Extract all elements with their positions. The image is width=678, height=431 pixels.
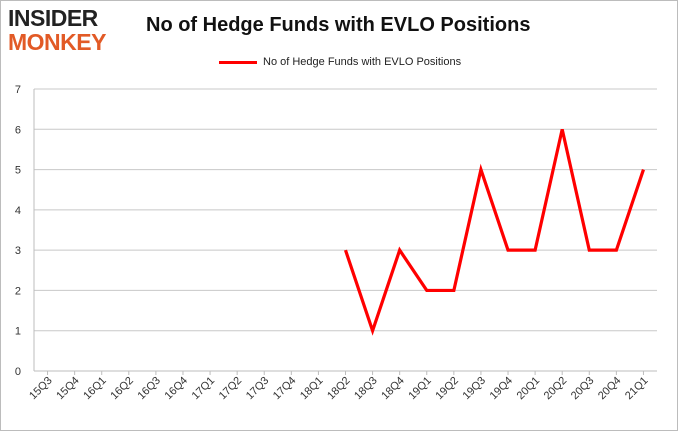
chart-title: No of Hedge Funds with EVLO Positions: [146, 14, 531, 36]
x-tick-label: 19Q1: [406, 375, 434, 403]
x-tick-label: 21Q1: [623, 375, 651, 403]
x-tick-label: 18Q4: [379, 375, 407, 403]
x-tick-label: 17Q2: [217, 375, 245, 403]
x-tick-label: 19Q4: [488, 375, 516, 403]
x-tick-label: 20Q4: [596, 375, 624, 403]
x-tick-label: 20Q3: [569, 375, 597, 403]
x-tick-label: 18Q2: [325, 375, 353, 403]
y-tick-label: 1: [15, 326, 21, 338]
x-tick-label: 16Q2: [108, 375, 136, 403]
y-tick-label: 5: [15, 165, 21, 177]
logo-text-top: INSIDER: [8, 5, 98, 31]
logo-text-bottom: MONKEY: [8, 29, 106, 55]
x-tick-label: 19Q3: [461, 375, 489, 403]
y-tick-label: 3: [15, 245, 21, 257]
chart-legend: No of Hedge Funds with EVLO Positions: [219, 53, 461, 71]
y-tick-label: 6: [15, 124, 21, 136]
x-tick-label: 16Q4: [163, 375, 191, 403]
x-tick-label: 16Q1: [81, 375, 109, 403]
x-tick-label: 18Q1: [298, 375, 326, 403]
x-tick-label: 15Q4: [54, 375, 82, 403]
legend-swatch: [219, 60, 257, 64]
x-tick-label: 19Q2: [433, 375, 461, 403]
legend-label: No of Hedge Funds with EVLO Positions: [263, 56, 462, 68]
y-tick-label: 4: [15, 205, 21, 217]
x-tick-label: 16Q3: [135, 375, 163, 403]
y-tick-label: 2: [15, 285, 21, 297]
x-tick-label: 20Q2: [542, 375, 570, 403]
series-line: [343, 128, 645, 336]
insider-monkey-logo: INSIDER MONKEY: [8, 6, 130, 54]
x-tick-label: 15Q3: [27, 375, 55, 403]
x-tick-label: 20Q1: [515, 375, 543, 403]
y-tick-label: 7: [15, 84, 21, 96]
x-tick-label: 17Q4: [271, 375, 299, 403]
y-tick-label: 0: [15, 366, 21, 378]
x-tick-label: 17Q1: [190, 375, 218, 403]
x-tick-label: 18Q3: [352, 375, 380, 403]
x-tick-label: 17Q3: [244, 375, 272, 403]
